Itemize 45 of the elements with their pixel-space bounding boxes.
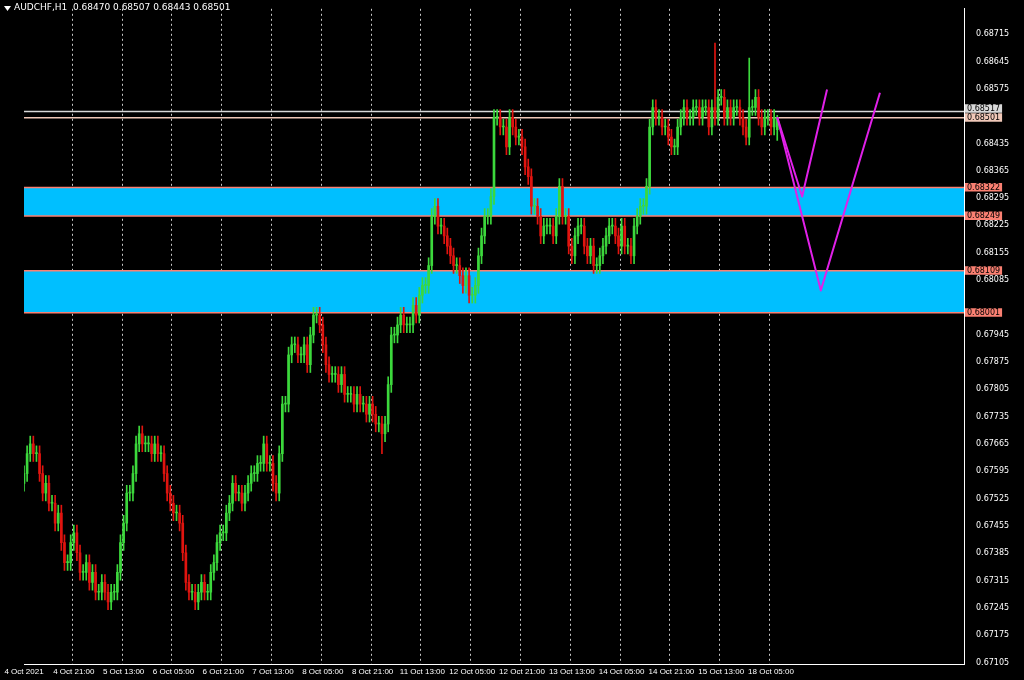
x-tick-label: 13 Oct 13:00 bbox=[548, 667, 596, 677]
y-tick-label: 0.68155 bbox=[976, 247, 1010, 257]
ref-line-label: 0.68109 bbox=[967, 265, 1001, 275]
y-tick-label: 0.67595 bbox=[976, 466, 1010, 476]
x-tick-label: 4 Oct 21:00 bbox=[53, 667, 96, 677]
x-tick-label: 12 Oct 21:00 bbox=[499, 667, 546, 677]
x-tick-label: 4 Oct 2021 bbox=[4, 667, 45, 677]
ref-line-label: 0.68322 bbox=[967, 182, 1001, 192]
y-tick-label: 0.68225 bbox=[976, 220, 1010, 230]
y-tick-label: 0.68435 bbox=[976, 138, 1010, 148]
y-tick-label: 0.67175 bbox=[976, 630, 1010, 640]
y-tick-label: 0.67455 bbox=[976, 520, 1010, 530]
y-tick-label: 0.67945 bbox=[976, 329, 1010, 339]
y-tick-label: 0.67315 bbox=[976, 575, 1010, 585]
y-tick-label: 0.68295 bbox=[976, 193, 1010, 203]
ref-line-label: 0.68249 bbox=[967, 211, 1001, 221]
x-tick-label: 14 Oct 21:00 bbox=[648, 667, 695, 677]
y-tick-label: 0.67525 bbox=[976, 493, 1010, 503]
x-tick-label: 14 Oct 05:00 bbox=[598, 667, 646, 677]
x-tick-label: 11 Oct 13:00 bbox=[399, 667, 446, 677]
y-tick-label: 0.67105 bbox=[976, 657, 1010, 667]
ref-line-label: 0.68001 bbox=[967, 307, 1001, 317]
y-tick-label: 0.67875 bbox=[976, 357, 1010, 367]
y-tick-label: 0.68575 bbox=[976, 83, 1010, 93]
y-tick-label: 0.68715 bbox=[976, 29, 1010, 39]
x-tick-label: 7 Oct 13:00 bbox=[252, 667, 295, 677]
y-tick-label: 0.67805 bbox=[976, 384, 1010, 394]
y-tick-label: 0.67385 bbox=[976, 548, 1010, 558]
x-tick-label: 5 Oct 13:00 bbox=[102, 667, 145, 677]
x-tick-label: 6 Oct 21:00 bbox=[202, 667, 245, 677]
x-tick-label: 12 Oct 05:00 bbox=[449, 667, 496, 677]
x-tick-label: 8 Oct 05:00 bbox=[302, 667, 345, 677]
y-tick-label: 0.67245 bbox=[976, 602, 1010, 612]
x-tick-label: 6 Oct 05:00 bbox=[152, 667, 195, 677]
x-tick-label: 18 Oct 05:00 bbox=[748, 667, 795, 677]
y-tick-label: 0.67665 bbox=[976, 438, 1010, 448]
y-tick-label: 0.68085 bbox=[976, 275, 1010, 285]
chart-title: AUDCHF,H1 0.68470 0.68507 0.68443 0.68501 bbox=[14, 2, 231, 13]
y-tick-label: 0.68365 bbox=[976, 165, 1010, 175]
ref-line-label: 0.68501 bbox=[967, 112, 1001, 122]
x-tick-label: 8 Oct 21:00 bbox=[351, 667, 394, 677]
y-tick-label: 0.68645 bbox=[976, 56, 1010, 66]
y-tick-label: 0.67735 bbox=[976, 411, 1010, 421]
x-tick-label: 15 Oct 13:00 bbox=[698, 667, 745, 677]
ref-line-label: 0.68517 bbox=[967, 103, 1001, 113]
